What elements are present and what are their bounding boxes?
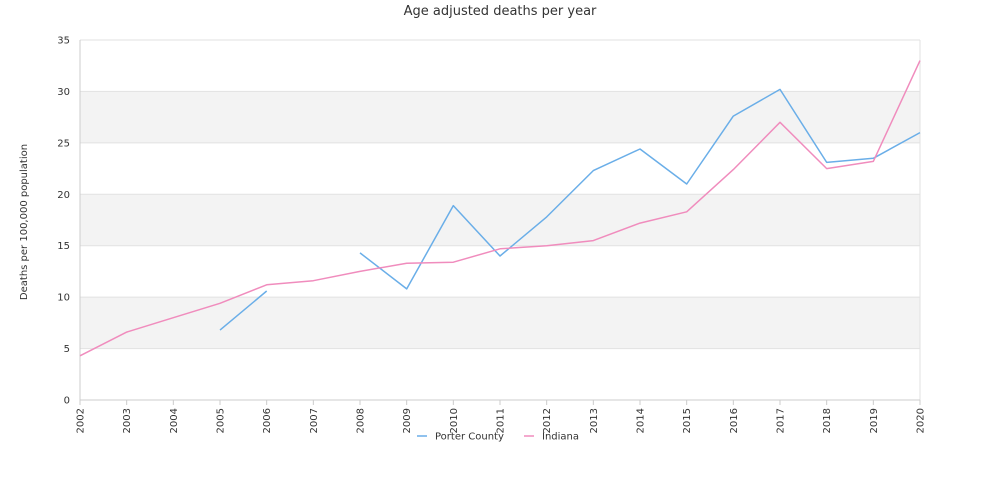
y-tick-label-3: 15 [57,241,70,252]
y-tick-label-2: 10 [57,293,70,304]
x-tick-label-1: 2003 [122,408,133,433]
grid-band-2 [80,245,920,298]
y-tick-labels: 0 5 10 15 20 25 30 35 [57,36,70,407]
x-tick-label-14: 2016 [729,408,740,433]
grid-band-5 [80,91,920,143]
x-tick-label-2: 2004 [169,408,180,433]
x-tick-label-15: 2017 [776,408,787,433]
y-tick-label-7: 35 [57,36,70,47]
x-tick-label-4: 2006 [262,408,273,433]
series-lines [79,60,921,357]
x-tick-label-8: 2010 [449,408,460,433]
x-tick-label-10: 2012 [542,408,553,433]
x-tick-label-7: 2009 [402,408,413,433]
legend-label-indiana: Indiana [542,432,579,443]
x-tick-label-11: 2013 [589,408,600,433]
series-line-porter-county-1 [359,88,921,290]
x-tick-label-3: 2005 [216,408,227,433]
series-line-porter-county-0 [219,290,268,331]
legend-label-porter-county: Porter County [435,432,504,443]
x-tick-label-18: 2020 [916,408,927,433]
y-axis-title: Deaths per 100,000 population [19,144,30,300]
y-tick-label-0: 0 [64,396,70,407]
grid-band-0 [80,348,920,400]
grid-bands [80,40,920,400]
x-tick-label-16: 2018 [822,408,833,433]
y-tick-label-6: 30 [57,87,70,98]
x-tick-label-13: 2015 [682,408,693,433]
series-line-indiana-0 [79,60,921,357]
x-tick-label-9: 2011 [496,408,507,433]
grid-band-6 [80,40,920,92]
y-tick-label-1: 5 [64,344,70,355]
legend: Porter County Indiana [417,432,579,443]
chart-title: Age adjusted deaths per year [404,4,597,19]
grid-band-3 [80,194,920,246]
grid-band-4 [80,142,920,195]
x-tick-label-6: 2008 [356,408,367,433]
y-tick-label-5: 25 [57,138,70,149]
grid-band-1 [80,297,920,349]
x-tick-label-12: 2014 [636,408,647,433]
x-tick-label-5: 2007 [309,408,320,433]
x-tick-label-0: 2002 [76,408,87,433]
y-tick-label-4: 20 [57,190,70,201]
x-tick-labels: 2002 2003 2004 2005 2006 2007 2008 2009 2010 2011… [76,400,927,433]
x-tick-label-17: 2019 [869,408,880,433]
